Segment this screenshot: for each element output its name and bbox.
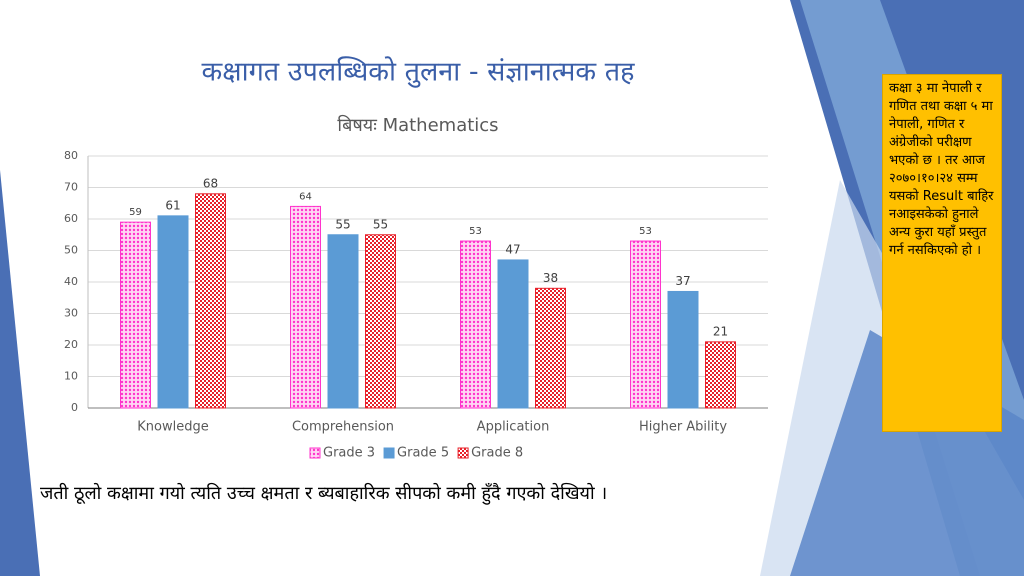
bar — [120, 221, 151, 409]
data-label: 55 — [373, 217, 388, 231]
y-tick-label: 10 — [64, 370, 78, 383]
data-label: 61 — [165, 198, 180, 212]
data-label: 38 — [543, 271, 558, 285]
bar — [535, 287, 566, 409]
bar — [460, 240, 491, 409]
y-tick-label: 40 — [64, 275, 78, 288]
legend-swatch — [309, 447, 321, 459]
y-tick-label: 0 — [71, 401, 78, 414]
x-tick-label: Knowledge — [137, 420, 208, 435]
legend-label: Grade 8 — [471, 446, 523, 461]
legend-swatch — [457, 447, 469, 459]
data-label: 53 — [639, 226, 652, 237]
data-label: 37 — [675, 274, 690, 288]
caption: जती ठूलो कक्षामा गयो त्यति उच्च क्षमता र… — [40, 482, 607, 505]
bar — [157, 215, 189, 409]
bar — [667, 290, 699, 409]
note-box: कक्षा ३ मा नेपाली र गणित तथा कक्षा ५ मा … — [882, 74, 1002, 432]
y-tick-label: 80 — [64, 149, 78, 162]
bar — [705, 341, 736, 409]
data-label: 55 — [335, 217, 350, 231]
bar — [365, 234, 396, 409]
data-label: 59 — [129, 207, 142, 218]
y-tick-label: 50 — [64, 244, 78, 257]
x-tick-label: Comprehension — [292, 420, 394, 435]
bar — [497, 259, 529, 409]
decor — [0, 170, 40, 576]
bar — [327, 234, 359, 409]
bar — [290, 205, 321, 409]
y-tick-label: 70 — [64, 181, 78, 194]
data-label: 53 — [469, 226, 482, 237]
x-tick-label: Higher Ability — [639, 420, 727, 435]
data-label: 64 — [299, 191, 312, 202]
data-label: 21 — [713, 324, 728, 338]
legend-label: Grade 3 — [323, 446, 375, 461]
legend-label: Grade 5 — [397, 446, 449, 461]
y-tick-label: 20 — [64, 338, 78, 351]
slide-title: कक्षागत उपलब्धिको तुलना - संज्ञानात्मक त… — [202, 56, 636, 89]
chart-title: बिषयः Mathematics — [337, 114, 498, 136]
legend-swatch — [383, 447, 395, 459]
x-tick-label: Application — [477, 420, 550, 435]
y-tick-label: 30 — [64, 307, 78, 320]
bar — [630, 240, 661, 409]
bar — [195, 193, 226, 409]
y-tick-label: 60 — [64, 212, 78, 225]
data-label: 47 — [505, 242, 520, 256]
data-label: 68 — [203, 176, 218, 190]
